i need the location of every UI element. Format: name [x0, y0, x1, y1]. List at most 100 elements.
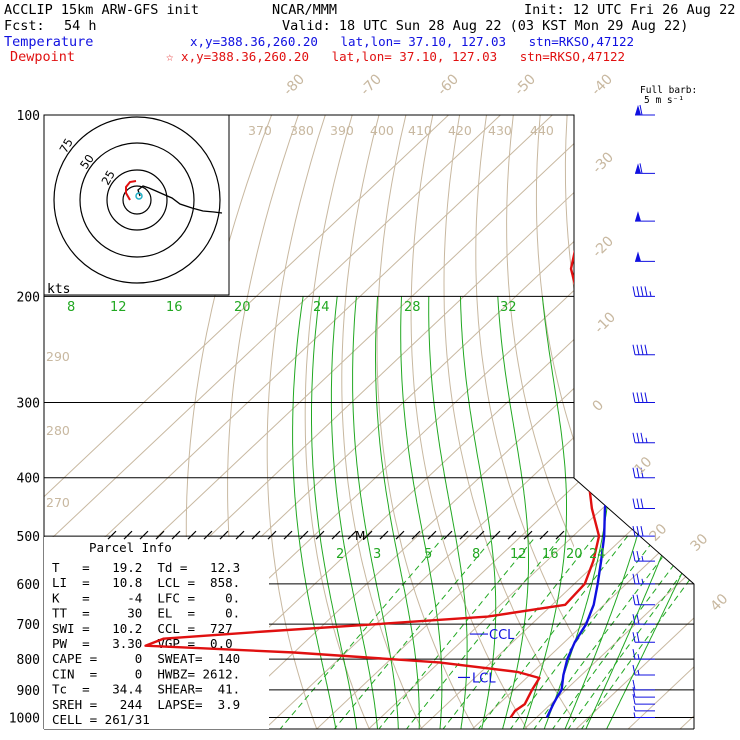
melting-level-hatch [267, 530, 277, 540]
mixing-ratio-label: 3 [373, 547, 381, 562]
hodograph-ring [79, 142, 195, 258]
melting-level-hatch [219, 530, 229, 540]
theta-label: 270 [46, 495, 70, 510]
parcel-info-title: Parcel Info [89, 540, 172, 555]
parcel-info-row: Tc = 34.4 SHEAR= 41. [52, 682, 240, 697]
pressure-tick-label: 300 [17, 396, 40, 411]
wind-barb-line [640, 526, 644, 537]
isotherm-label: -50 [512, 71, 539, 98]
moist-adiabat-label: 12 [110, 300, 127, 315]
moist-adiabat-line [543, 296, 612, 729]
melting-level-hatch [523, 530, 533, 540]
isotherm-label: -10 [592, 309, 619, 336]
wind-barb-line [636, 432, 640, 443]
wind-barb-line [640, 432, 644, 443]
pressure-tick-label: 700 [17, 618, 40, 633]
moist-adiabat-line [497, 296, 529, 729]
moist-adiabat-line [311, 296, 358, 729]
wind-barb-line [632, 526, 636, 537]
isotherm-line [44, 115, 516, 729]
melting-level-label: M [355, 529, 365, 543]
barb-key-line-2: 5 m s⁻¹ [644, 95, 685, 106]
wind-barb-half [645, 437, 648, 443]
theta-label: 400 [370, 123, 394, 138]
wind-barb-line [636, 498, 640, 509]
wind-barb-half [637, 669, 640, 676]
melting-level-hatch [171, 530, 181, 540]
mixing-ratio-label: 20 [566, 547, 583, 562]
pressure-tick-label: 900 [17, 684, 40, 699]
moist-adiabat-label: 16 [166, 300, 183, 315]
dewpoint-legend-info: ☆ x,y=388.36,260.20 lat,lon= 37.10, 127.… [166, 49, 626, 64]
melting-level-hatch [459, 530, 469, 540]
fcst-value: 54 h [64, 18, 97, 34]
melting-level-hatch [155, 530, 165, 540]
theta-label: 280 [46, 423, 70, 438]
theta-label: 390 [330, 123, 354, 138]
wind-barb-line [644, 392, 648, 403]
hodograph-ring-label: 50 [77, 152, 97, 172]
melting-level-hatch [555, 530, 565, 540]
temperature-legend-label: Temperature [4, 34, 94, 50]
init-time: Init: 12 UTC Fri 26 Aug 22 [524, 2, 736, 18]
isotherm-label: 0 [590, 397, 608, 415]
melting-level-hatch [251, 530, 261, 540]
dry-adiabat-line [701, 115, 740, 730]
melting-level-hatch [507, 530, 517, 540]
isotherm-line [44, 115, 464, 729]
wind-barb-line [632, 679, 636, 691]
isotherm-line [626, 115, 694, 729]
melting-level-hatch [395, 530, 405, 540]
melting-level-hatch [475, 530, 485, 540]
pressure-tick-label: 200 [17, 290, 40, 305]
parcel-info-row: CAPE = 0 SWEAT= 140 [52, 651, 240, 666]
wind-barb-line [636, 344, 640, 355]
mixing-ratio-label: 5 [424, 547, 432, 562]
dry-adiabat-line [535, 115, 574, 443]
wind-barb-line [632, 614, 636, 625]
melting-level-hatch [315, 530, 325, 540]
wind-barb-line [632, 573, 636, 584]
hodograph-storm-motion [135, 192, 143, 200]
wind-barb-line [636, 632, 640, 643]
theta-label: 410 [408, 123, 432, 138]
dry-adiabat-line [564, 115, 574, 293]
theta-label: 420 [448, 123, 472, 138]
wind-barb-line [636, 614, 640, 625]
theta-label: 290 [46, 349, 70, 364]
mixing-ratio-line [332, 535, 496, 729]
melting-level-hatch [107, 530, 117, 540]
valid-time: Valid: 18 UTC Sun 28 Aug 22 (03 KST Mon … [282, 18, 689, 34]
wind-barb-line [636, 550, 640, 562]
mixing-ratio-label: 2 [336, 547, 344, 562]
mixing-ratio-line [278, 535, 445, 729]
wind-barb-flag [635, 105, 641, 115]
wind-barb-line [639, 163, 643, 174]
melting-level-hatch [539, 530, 549, 540]
hodograph-ring-label: 75 [56, 136, 75, 156]
dry-adiabat-line [376, 115, 475, 729]
moist-adiabat-label: 24 [313, 300, 330, 315]
mixing-ratio-line [441, 535, 596, 729]
mixing-ratio-label: 16 [542, 547, 559, 562]
wind-barb-line [636, 526, 640, 537]
hodograph-units: kts [47, 282, 70, 297]
mixing-ratio-label: 8 [472, 547, 480, 562]
dry-adiabat-line [341, 115, 423, 729]
wind-barb-line [644, 344, 648, 355]
dry-adiabat-line [304, 115, 370, 729]
theta-label: 430 [488, 123, 512, 138]
hodograph-ring [122, 185, 152, 215]
hodograph-ring-label: 25 [98, 168, 117, 188]
isotherm-line [44, 115, 567, 729]
moist-adiabat-label: 20 [234, 300, 251, 315]
isotherm-line [678, 115, 694, 729]
pressure-tick-label: 600 [17, 578, 40, 593]
dry-adiabat-line [621, 115, 740, 730]
dry-adiabat-line [475, 115, 574, 639]
wind-barb-line [636, 467, 640, 478]
wind-barb-line [632, 392, 636, 403]
isotherm-line [731, 102, 740, 731]
mixing-ratio-label: 12 [510, 547, 527, 562]
